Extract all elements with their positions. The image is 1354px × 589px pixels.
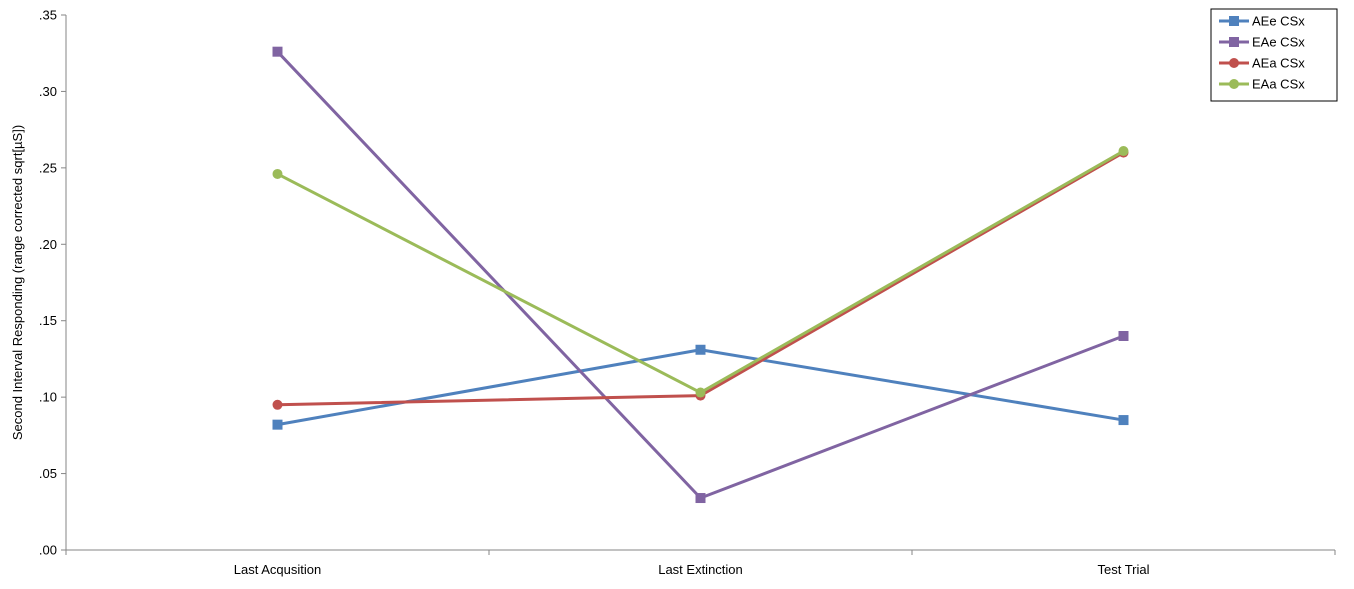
legend-swatch-marker-eae-csx — [1229, 37, 1239, 47]
legend-swatch-marker-aea-csx — [1229, 58, 1239, 68]
y-tick-label: .10 — [39, 390, 57, 405]
axes: .00 .05 .10 .15 .20 .25 .30 .35 Last Acqusition L… — [10, 8, 1336, 577]
y-tick-label: .00 — [39, 543, 57, 558]
data-point-eaa-csx — [1118, 146, 1129, 157]
data-point-eae-csx — [1118, 331, 1129, 341]
series-line-aea-csx — [277, 151, 1125, 407]
legend-label-aee-csx: AEe CSx — [1252, 14, 1305, 29]
legend-label-eaa-csx: EAa CSx — [1252, 77, 1305, 92]
y-tick-label: .25 — [39, 160, 57, 175]
data-point-eaa-csx — [695, 387, 706, 398]
legend: AEe CSx EAe CSx AEa CSx EAa CSx — [1210, 8, 1338, 102]
data-point-aea-csx — [272, 399, 283, 410]
y-tick-label: .20 — [39, 237, 57, 252]
data-point-eae-csx — [695, 493, 706, 504]
legend-swatch-marker-aee-csx — [1229, 16, 1239, 26]
x-tick-label: Test Trial — [1097, 562, 1149, 577]
legend-label-aea-csx: AEa CSx — [1252, 56, 1305, 71]
data-point-eaa-csx — [272, 168, 283, 179]
y-tick-label: .05 — [39, 466, 57, 481]
legend-label-eae-csx: EAe CSx — [1252, 35, 1305, 50]
legend-swatch-marker-eaa-csx — [1229, 79, 1239, 89]
x-tick-label: Last Acqusition — [234, 562, 321, 577]
y-tick-label: .30 — [39, 84, 57, 99]
y-tick-label: .15 — [39, 313, 57, 328]
data-point-aee-csx — [1118, 415, 1129, 426]
data-point-eae-csx — [272, 46, 283, 57]
y-tick-label: .35 — [39, 8, 57, 23]
series-line-aee-csx — [277, 348, 1124, 427]
series-lines — [272, 46, 1129, 504]
x-tick-label: Last Extinction — [658, 562, 743, 577]
series-line-eae-csx — [276, 50, 1125, 500]
data-point-aee-csx — [272, 419, 283, 430]
y-axis-title: Second Interval Responding (range correc… — [10, 125, 25, 440]
data-point-aee-csx — [695, 344, 706, 355]
